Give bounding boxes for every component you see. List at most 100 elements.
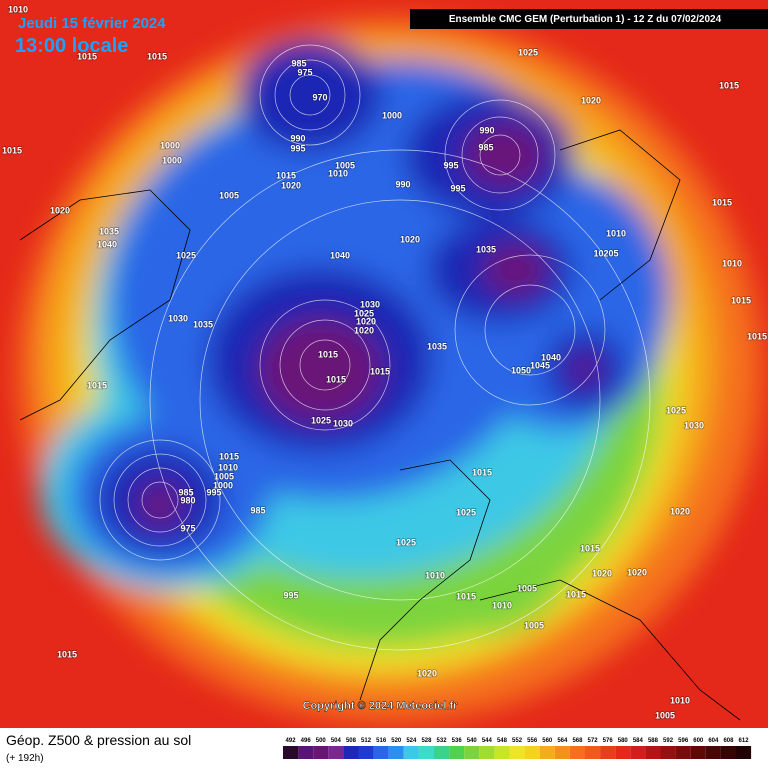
isobar-label: 1025	[518, 47, 538, 57]
isobar-label: 985	[478, 142, 493, 152]
isobar-label: 1020	[627, 567, 647, 577]
legend-label: 564	[557, 738, 568, 744]
isobar-label: 1025	[311, 415, 331, 425]
isobar-label: 1010	[606, 228, 626, 238]
isobar-label: 975	[297, 67, 312, 77]
isobar-label: 1010	[670, 695, 690, 705]
isobar-label: 1030	[360, 299, 380, 309]
legend-label: 508	[346, 738, 357, 744]
legend-swatch	[343, 746, 359, 759]
legend-swatch	[403, 746, 419, 759]
legend-swatch	[494, 746, 510, 759]
isobar-label: 1015	[472, 467, 492, 477]
isobar-label: 1020	[50, 205, 70, 215]
legend-swatch	[736, 746, 752, 759]
legend-swatch	[705, 746, 721, 759]
legend-label: 528	[421, 738, 432, 744]
isobar-label: 10205	[593, 248, 618, 258]
isobar-label: 1015	[57, 649, 77, 659]
legend-swatch	[464, 746, 480, 759]
legend-label: 600	[693, 738, 704, 744]
isobar-label: 1010	[218, 462, 238, 472]
legend-label: 524	[406, 738, 417, 744]
legend-label: 504	[331, 738, 342, 744]
isobar-label: 1015	[318, 349, 338, 359]
footer-lead: (+ 192h)	[6, 753, 44, 764]
isobar-label: 1040	[97, 239, 117, 249]
isobar-label: 985	[250, 505, 265, 515]
isobar-label: 1015	[219, 451, 239, 461]
legend-label: 532	[437, 738, 448, 744]
legend-label: 520	[391, 738, 402, 744]
isobar-label: 985	[291, 58, 306, 68]
legend-label: 512	[361, 738, 372, 744]
isobar-label: 995	[450, 183, 465, 193]
copyright: Copyright © 2024 Meteociel.fr	[303, 700, 459, 712]
legend-swatch	[283, 746, 299, 759]
isobar-label: 970	[312, 92, 327, 102]
isobar-label: 980	[180, 495, 195, 505]
legend-label: 572	[588, 738, 599, 744]
isobar-label: 1020	[281, 180, 301, 190]
isobar-label: 1005	[655, 710, 675, 720]
legend-swatch	[524, 746, 540, 759]
isobar-label: 1035	[193, 319, 213, 329]
legend-swatch	[645, 746, 661, 759]
isobar-label: 1005	[219, 190, 239, 200]
isobar-label: 1025	[354, 308, 374, 318]
isobar-label: 1015	[147, 51, 167, 61]
legend-swatch	[585, 746, 601, 759]
legend-label: 516	[376, 738, 387, 744]
legend-label: 496	[301, 738, 312, 744]
legend-swatch	[615, 746, 631, 759]
legend: 492 496 500 504 508 512 516 520 524 528 532 536 540 5…	[283, 738, 752, 759]
legend-label: 568	[572, 738, 583, 744]
legend-swatch	[328, 746, 344, 759]
legend-label: 540	[467, 738, 478, 744]
isobar-label: 1000	[162, 155, 182, 165]
legend-swatch	[298, 746, 314, 759]
isobar-label: 1015	[77, 51, 97, 61]
isobar-label: 1050	[511, 365, 531, 375]
isobar-label: 990	[290, 133, 305, 143]
legend-swatch	[449, 746, 465, 759]
isobar-label: 1025	[666, 405, 686, 415]
legend-label: 544	[482, 738, 493, 744]
legend-swatch	[313, 746, 329, 759]
legend-label: 552	[512, 738, 523, 744]
legend-swatch	[554, 746, 570, 759]
time: 13:00 locale	[15, 35, 128, 57]
isobar-label: 975	[180, 523, 195, 533]
legend-swatch	[434, 746, 450, 759]
legend-swatch	[418, 746, 434, 759]
run-box	[410, 9, 768, 29]
isobar-label: 1035	[99, 226, 119, 236]
isobar-label: 1005	[335, 160, 355, 170]
legend-swatch	[720, 746, 736, 759]
isobar-label: 1020	[356, 316, 376, 326]
legend-swatch	[600, 746, 616, 759]
legend-swatch	[539, 746, 555, 759]
legend-label: 560	[542, 738, 553, 744]
isobar-label: 985	[178, 487, 193, 497]
date: Jeudi 15 février 2024	[18, 15, 166, 32]
isobar-label: 995	[206, 487, 221, 497]
isobar-label: 1025	[176, 250, 196, 260]
legend-swatch	[690, 746, 706, 759]
isobar-label: 995	[443, 160, 458, 170]
isobar-label: 995	[290, 143, 305, 153]
isobar-label: 1005	[214, 471, 234, 481]
isobar-label: 1045	[530, 360, 550, 370]
isobar-label: 1015	[747, 331, 767, 341]
isobar-label: 1015	[2, 145, 22, 155]
coastlines	[19, 129, 741, 721]
isobar-label: 1020	[417, 668, 437, 678]
legend-label: 604	[708, 738, 719, 744]
isobar-label: 1015	[87, 380, 107, 390]
isobar-label: 1010	[425, 570, 445, 580]
isobar-label: 1000	[160, 140, 180, 150]
footer-title: Géop. Z500 & pression au sol	[6, 732, 191, 748]
